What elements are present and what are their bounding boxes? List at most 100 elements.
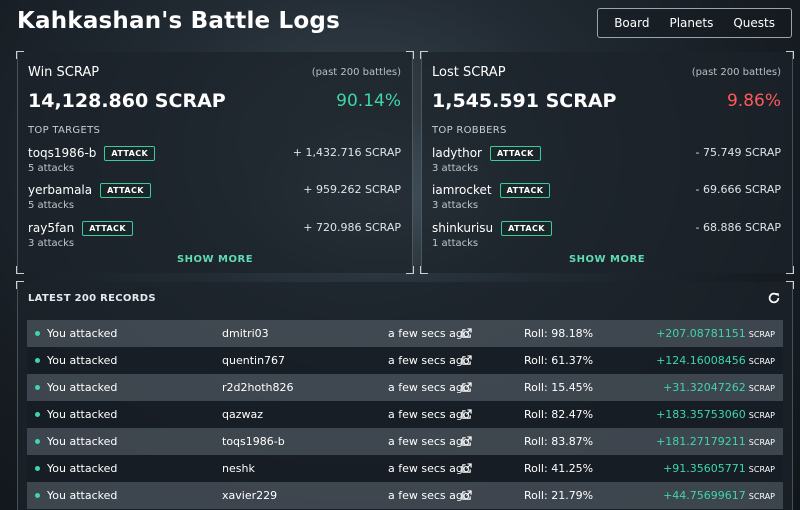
record-user[interactable]: xavier229 [222, 489, 278, 502]
record-action: You attacked [47, 408, 118, 421]
record-action: You attacked [47, 354, 118, 367]
robber-entry: shinkurisu ATTACK 1 attacks - 68.886 SCR… [432, 219, 781, 251]
record-amount: +183.35753060 SCRAP [656, 408, 775, 421]
record-row: You attacked quentin767 a few secs ago R… [27, 347, 783, 374]
record-time: a few secs ago [388, 462, 470, 475]
top-nav: Board Planets Quests [597, 8, 792, 38]
top-targets-heading: TOP TARGETS [28, 125, 101, 136]
external-link-icon[interactable] [461, 355, 472, 366]
nav-board[interactable]: Board [614, 16, 650, 30]
record-action: You attacked [47, 462, 118, 475]
robber-entry: iamrocket ATTACK 3 attacks - 69.666 SCRA… [432, 181, 781, 213]
show-more-targets-button[interactable]: SHOW MORE [176, 254, 254, 265]
record-time: a few secs ago [388, 327, 470, 340]
attack-count: 3 attacks [432, 200, 479, 211]
record-user[interactable]: quentin767 [222, 354, 286, 367]
record-amount: +31.32047262 SCRAP [663, 381, 775, 394]
record-user[interactable]: neshk [222, 462, 255, 475]
record-time: a few secs ago [388, 435, 470, 448]
record-roll: Roll: 15.45% [524, 381, 594, 394]
record-user[interactable]: qazwaz [222, 408, 264, 421]
win-title: Win SCRAP [28, 65, 100, 80]
record-user[interactable]: toqs1986-b [222, 435, 285, 448]
win-subtitle: (past 200 battles) [311, 67, 401, 78]
record-row: You attacked r2d2hoth826 a few secs ago … [27, 374, 783, 401]
record-roll: Roll: 98.18% [524, 327, 594, 340]
external-link-icon[interactable] [461, 436, 472, 447]
robber-name[interactable]: iamrocket [432, 183, 492, 197]
record-row: You attacked qazwaz a few secs ago Roll:… [27, 401, 783, 428]
record-user[interactable]: r2d2hoth826 [222, 381, 294, 394]
record-amount: +181.27179211 SCRAP [656, 435, 775, 448]
lost-scrap-panel: Lost SCRAP (past 200 battles) 1,545.591 … [420, 51, 794, 274]
robber-name[interactable]: ladythor [432, 146, 482, 160]
robber-amount: - 75.749 SCRAP [695, 146, 781, 159]
target-name[interactable]: ray5fan [28, 221, 75, 235]
records-title: LATEST 200 RECORDS [28, 293, 156, 304]
robber-name[interactable]: shinkurisu [432, 221, 494, 235]
record-row: You attacked dmitri03 a few secs ago Rol… [27, 320, 783, 347]
attack-button[interactable]: ATTACK [499, 182, 551, 198]
target-amount: + 1,432.716 SCRAP [292, 146, 401, 159]
external-link-icon[interactable] [461, 463, 472, 474]
nav-quests[interactable]: Quests [733, 16, 775, 30]
external-link-icon[interactable] [461, 409, 472, 420]
record-time: a few secs ago [388, 489, 470, 502]
lost-percent: 9.86% [726, 91, 781, 111]
robber-amount: - 68.886 SCRAP [695, 221, 781, 234]
status-dot [35, 358, 40, 363]
attack-count: 3 attacks [28, 238, 75, 249]
records-list: You attacked dmitri03 a few secs ago Rol… [27, 320, 783, 509]
target-name[interactable]: yerbamala [28, 183, 93, 197]
external-link-icon[interactable] [461, 490, 472, 501]
status-dot [35, 331, 40, 336]
lost-subtitle: (past 200 battles) [691, 67, 781, 78]
record-row: You attacked neshk a few secs ago Roll: … [27, 455, 783, 482]
target-amount: + 959.262 SCRAP [303, 183, 401, 196]
record-user[interactable]: dmitri03 [222, 327, 269, 340]
attack-count: 3 attacks [432, 163, 479, 174]
page-title: Kahkashan's Battle Logs [17, 8, 340, 34]
external-link-icon[interactable] [461, 382, 472, 393]
external-link-icon[interactable] [461, 328, 472, 339]
record-action: You attacked [47, 489, 118, 502]
target-entry: toqs1986-b ATTACK 5 attacks + 1,432.716 … [28, 144, 401, 176]
record-roll: Roll: 41.25% [524, 462, 594, 475]
record-row: You attacked toqs1986-b a few secs ago R… [27, 428, 783, 455]
robber-amount: - 69.666 SCRAP [695, 183, 781, 196]
win-total: 14,128.860 SCRAP [28, 90, 226, 112]
record-roll: Roll: 83.87% [524, 435, 594, 448]
attack-button[interactable]: ATTACK [501, 220, 552, 236]
record-row: You attacked xavier229 a few secs ago Ro… [27, 482, 783, 509]
record-amount: +44.75699617 SCRAP [663, 489, 775, 502]
records-panel: LATEST 200 RECORDS You attacked dmitri03… [16, 281, 794, 510]
record-action: You attacked [47, 327, 118, 340]
win-percent: 90.14% [336, 91, 401, 111]
attack-button[interactable]: ATTACK [104, 145, 156, 161]
status-dot [35, 493, 40, 498]
attack-count: 5 attacks [28, 200, 75, 211]
attack-button[interactable]: ATTACK [490, 145, 541, 161]
top-robbers-heading: TOP ROBBERS [432, 125, 507, 136]
record-roll: Roll: 82.47% [524, 408, 594, 421]
status-dot [35, 466, 40, 471]
robber-entry: ladythor ATTACK 3 attacks - 75.749 SCRAP [432, 144, 781, 176]
record-time: a few secs ago [388, 381, 470, 394]
record-roll: Roll: 61.37% [524, 354, 594, 367]
record-action: You attacked [47, 435, 118, 448]
record-amount: +207.08781151 SCRAP [656, 327, 775, 340]
record-time: a few secs ago [388, 408, 470, 421]
show-more-robbers-button[interactable]: SHOW MORE [568, 254, 646, 265]
target-entry: yerbamala ATTACK 5 attacks + 959.262 SCR… [28, 181, 401, 213]
refresh-icon[interactable] [767, 291, 781, 305]
record-amount: +91.35605771 SCRAP [663, 462, 775, 475]
target-entry: ray5fan ATTACK 3 attacks + 720.986 SCRAP [28, 219, 401, 251]
nav-planets[interactable]: Planets [669, 16, 714, 30]
attack-button[interactable]: ATTACK [100, 182, 151, 198]
status-dot [35, 385, 40, 390]
lost-title: Lost SCRAP [432, 65, 506, 80]
record-time: a few secs ago [388, 354, 470, 367]
target-amount: + 720.986 SCRAP [303, 221, 401, 234]
attack-button[interactable]: ATTACK [82, 220, 133, 236]
target-name[interactable]: toqs1986-b [28, 146, 97, 160]
